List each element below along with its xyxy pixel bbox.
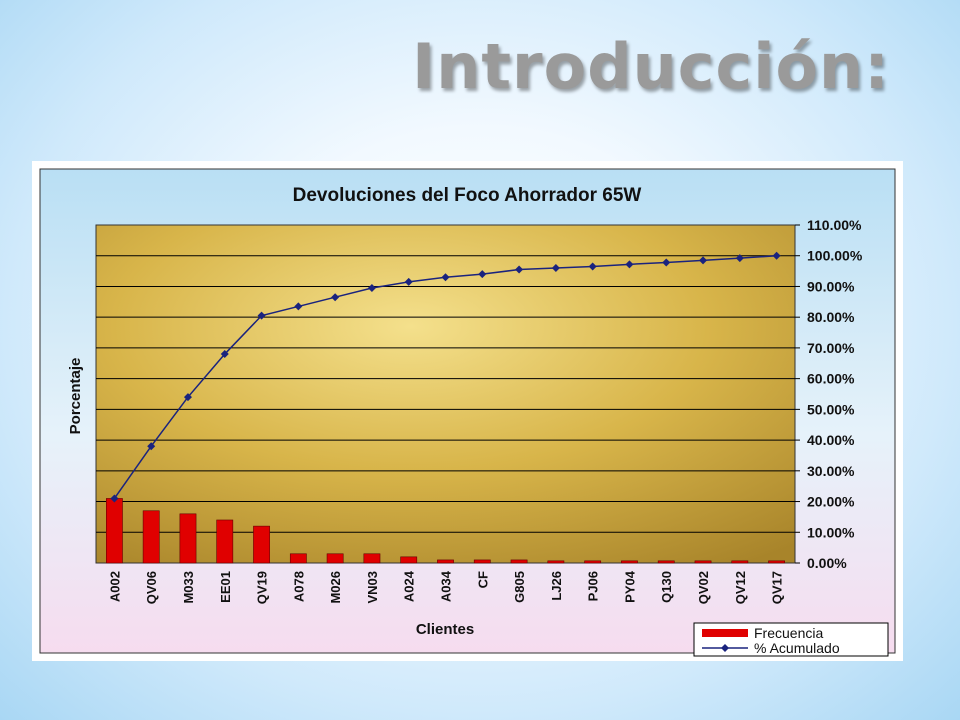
x-axis-title: Clientes xyxy=(416,621,474,638)
bar xyxy=(400,556,418,564)
line-point xyxy=(367,283,376,292)
line-point xyxy=(772,251,781,260)
y-tick-label: 70.00% xyxy=(807,340,855,356)
chart-title: Devoluciones del Foco Ahorrador 65W xyxy=(293,185,642,206)
x-tick-label: CF xyxy=(475,571,490,588)
x-tick-label: EE01 xyxy=(218,571,233,603)
legend-label-acumulado: % Acumulado xyxy=(754,640,840,656)
y-axis-title: Porcentaje xyxy=(67,358,84,435)
y-tick-label: 0.00% xyxy=(807,555,847,571)
bar xyxy=(731,560,749,564)
x-tick-label: A078 xyxy=(291,571,306,602)
bar xyxy=(584,560,602,564)
line-point xyxy=(404,277,413,286)
line-point xyxy=(515,265,524,274)
y-tick-label: 90.00% xyxy=(807,278,855,294)
x-tick-label: A034 xyxy=(439,570,454,602)
x-tick-label: M026 xyxy=(328,571,343,604)
bar xyxy=(621,560,638,564)
bar xyxy=(289,553,307,564)
bar xyxy=(326,553,344,564)
x-tick-label: Q130 xyxy=(659,571,674,603)
line-point xyxy=(478,270,487,279)
line-point xyxy=(662,258,671,267)
chart-frame: 0.00% 10.00% 20.00% 30.00% 40.00% 50.00% 60.00… xyxy=(32,161,903,661)
bar xyxy=(253,525,270,564)
y-tick-label: 50.00% xyxy=(807,401,855,417)
bar xyxy=(363,553,381,564)
bar xyxy=(510,559,528,564)
legend: Frecuencia % Acumulado xyxy=(693,622,889,657)
line-point xyxy=(625,260,634,269)
y-tick-label: 80.00% xyxy=(807,309,855,325)
y-tick-label: 10.00% xyxy=(807,524,855,540)
x-tick-label: G805 xyxy=(512,571,527,603)
x-tick-label: QV12 xyxy=(733,571,748,604)
y-tick-label: 100.00% xyxy=(807,248,863,264)
plot-area xyxy=(95,224,796,564)
pareto-chart: 0.00% 10.00% 20.00% 30.00% 40.00% 50.00% 60.00… xyxy=(39,168,896,657)
line-point xyxy=(220,350,229,359)
x-tick-label: A024 xyxy=(402,570,417,602)
x-tick-label: VN03 xyxy=(365,571,380,604)
line-point xyxy=(551,264,560,273)
legend-swatch-bar xyxy=(702,629,748,637)
x-tick-label: PY04 xyxy=(622,570,637,603)
bar xyxy=(473,559,491,564)
bar xyxy=(142,510,160,564)
x-tick-label: A002 xyxy=(107,571,122,602)
bar xyxy=(657,560,675,564)
bar xyxy=(768,560,785,564)
bar xyxy=(106,498,123,564)
bar xyxy=(216,519,234,564)
line-point xyxy=(147,442,156,451)
line-point xyxy=(588,262,597,271)
line-point xyxy=(699,256,708,265)
line-point xyxy=(257,311,266,320)
bar xyxy=(179,513,197,564)
bar xyxy=(547,560,565,564)
legend-label-frecuencia: Frecuencia xyxy=(754,625,823,641)
line-point xyxy=(735,254,744,263)
line-point xyxy=(183,393,192,402)
bar xyxy=(437,559,454,564)
line-point xyxy=(441,273,450,282)
y-tick-label: 20.00% xyxy=(807,494,855,510)
y-tick-label: 110.00% xyxy=(807,217,862,233)
slide-title: Introducción: xyxy=(412,30,890,103)
y-tick-label: 30.00% xyxy=(807,463,855,479)
x-tick-label: QV02 xyxy=(696,571,711,604)
y-tick-label: 60.00% xyxy=(807,371,855,387)
y-tick-label: 40.00% xyxy=(807,432,855,448)
x-tick-label: M033 xyxy=(181,571,196,604)
x-tick-label: QV17 xyxy=(770,571,785,604)
line-point xyxy=(110,494,119,503)
x-tick-label: PJ06 xyxy=(586,571,601,601)
x-tick-label: LJ26 xyxy=(549,571,564,601)
bar xyxy=(694,560,712,564)
x-tick-label: QV06 xyxy=(144,571,159,604)
legend-swatch-marker xyxy=(721,644,729,652)
x-tick-label: QV19 xyxy=(255,571,270,604)
line-point xyxy=(294,302,303,311)
line-point xyxy=(331,293,340,302)
